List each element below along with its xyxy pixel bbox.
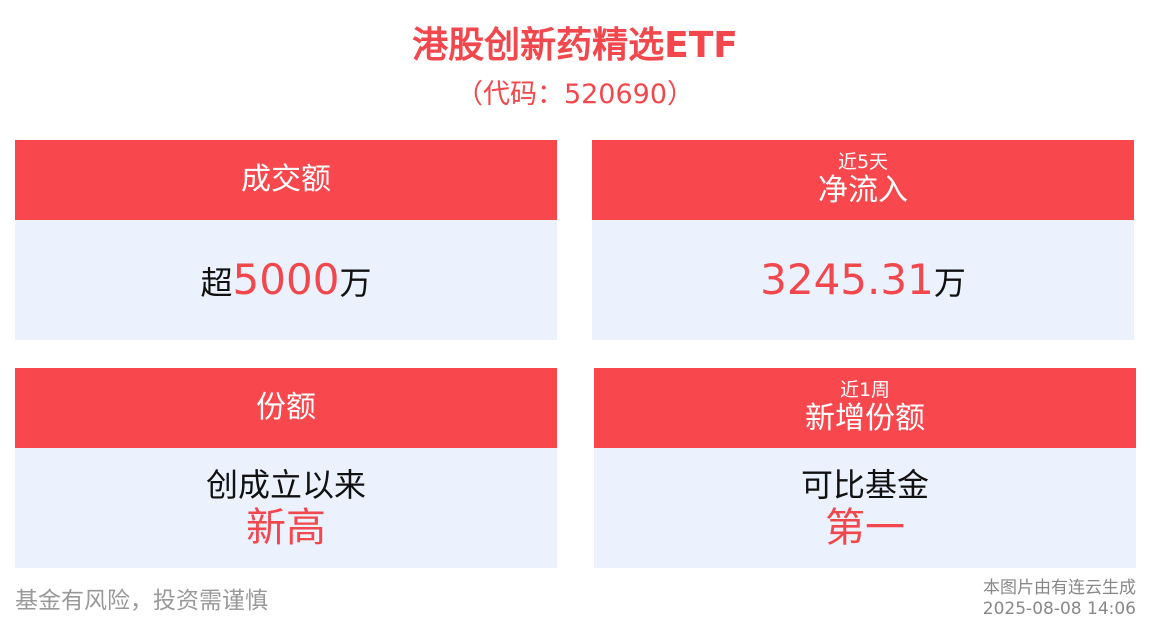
card-label: 新增份额 bbox=[805, 401, 925, 436]
net-inflow-value: 3245.31 万 bbox=[760, 256, 966, 304]
value-number: 3245.31 bbox=[760, 255, 934, 304]
risk-disclaimer: 基金有风险，投资需谨慎 bbox=[15, 588, 268, 614]
card-body: 3245.31 万 bbox=[592, 220, 1134, 340]
value-unit: 万 bbox=[933, 264, 966, 302]
card-label: 净流入 bbox=[818, 173, 908, 208]
card-header: 近1周 新增份额 bbox=[594, 368, 1136, 448]
net-inflow-card: 近5天 净流入 3245.31 万 bbox=[592, 140, 1134, 340]
value-unit: 万 bbox=[339, 264, 372, 302]
card-label: 份额 bbox=[256, 390, 316, 425]
value-prefix: 超 bbox=[200, 264, 233, 302]
shares-description: 创成立以来 bbox=[205, 466, 366, 504]
turnover-card: 成交额 超 5000 万 bbox=[15, 140, 557, 340]
shares-card: 份额 创成立以来 新高 bbox=[15, 368, 557, 568]
card-header: 成交额 bbox=[15, 140, 557, 220]
card-header: 份额 bbox=[15, 368, 557, 448]
fund-code: （代码：520690） bbox=[455, 79, 695, 110]
new-shares-description: 可比基金 bbox=[800, 466, 929, 504]
timestamp: 2025-08-08 14:06 bbox=[982, 599, 1136, 619]
image-source: 本图片由有连云生成 2025-08-08 14:06 bbox=[983, 578, 1136, 620]
value-number: 5000 bbox=[232, 255, 340, 304]
page-title: 港股创新药精选ETF bbox=[412, 25, 738, 66]
card-body: 超 5000 万 bbox=[15, 220, 557, 340]
card-body: 创成立以来 新高 bbox=[15, 448, 557, 568]
card-header: 近5天 净流入 bbox=[592, 140, 1134, 220]
card-label: 成交额 bbox=[241, 162, 331, 197]
card-period: 近1周 bbox=[839, 379, 891, 401]
new-shares-highlight: 第一 bbox=[825, 505, 905, 551]
card-period: 近5天 bbox=[837, 151, 889, 173]
shares-highlight: 新高 bbox=[246, 505, 326, 551]
card-body: 可比基金 第一 bbox=[594, 448, 1136, 568]
source-text: 本图片由有连云生成 bbox=[983, 578, 1136, 598]
turnover-value: 超 5000 万 bbox=[201, 256, 372, 304]
new-shares-card: 近1周 新增份额 可比基金 第一 bbox=[594, 368, 1136, 568]
